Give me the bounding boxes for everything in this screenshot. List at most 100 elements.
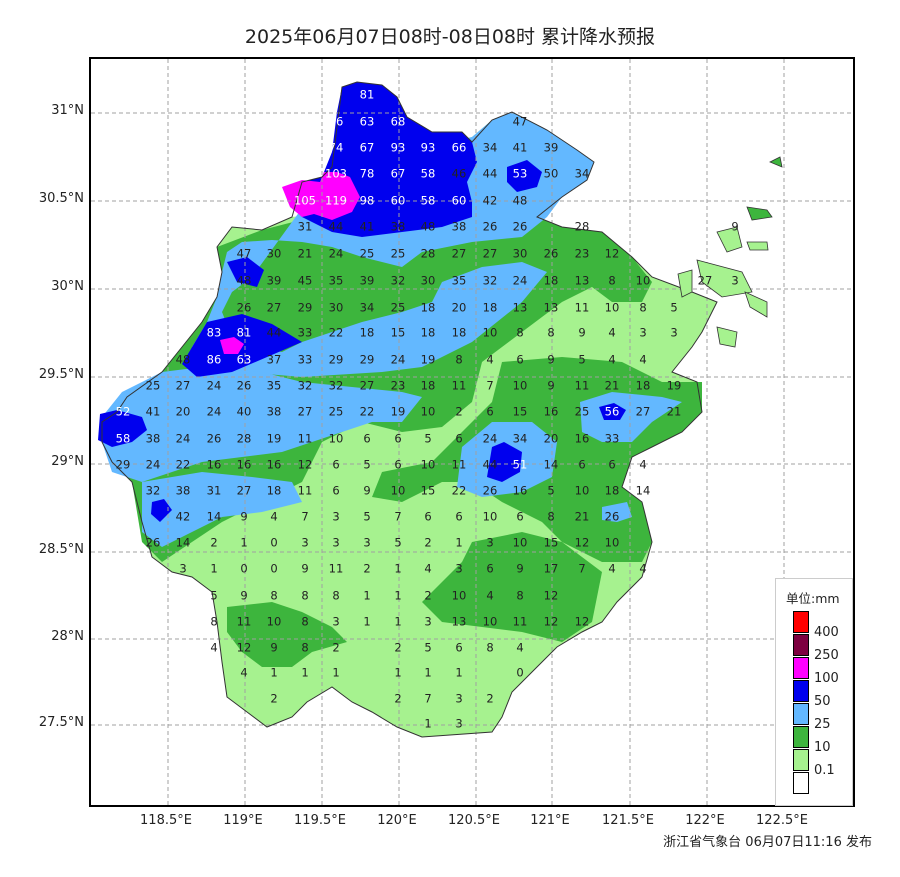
station-value: 22: [176, 458, 191, 472]
legend-swatch: [793, 611, 809, 633]
station-value: 21: [667, 405, 682, 419]
station-value: 16: [207, 458, 222, 472]
station-value: 21: [575, 510, 590, 524]
chart-title: 2025年06月07日08时-08日08时 累计降水预报: [244, 26, 656, 48]
station-value: 27: [698, 274, 713, 288]
station-value: 15: [391, 326, 406, 340]
station-value: 37: [267, 353, 282, 367]
station-value: 38: [267, 405, 282, 419]
station-value: 8: [547, 510, 554, 524]
station-value: 67: [391, 167, 406, 181]
station-value: 9: [270, 641, 277, 655]
station-value: 30: [421, 274, 436, 288]
station-value: 35: [329, 274, 344, 288]
station-value: 8: [455, 353, 462, 367]
station-value: 0: [270, 536, 277, 550]
station-value: 9: [731, 220, 738, 234]
station-value: 27: [636, 405, 651, 419]
station-value: 27: [298, 405, 313, 419]
map-frame: 81 56 63 68 47 74 67 93 93 66 34 41 39 103 78 67 58 46 44 5…: [89, 57, 855, 807]
station-value: 51: [513, 458, 528, 472]
station-value: 24: [329, 247, 344, 261]
station-value: 1: [270, 666, 277, 680]
station-value: 38: [146, 432, 161, 446]
station-value: 3: [301, 536, 308, 550]
station-value: 31: [298, 220, 313, 234]
station-value: 19: [667, 379, 682, 393]
station-value: 24: [207, 405, 222, 419]
station-value: 19: [421, 353, 436, 367]
station-value: 3: [332, 536, 339, 550]
station-value: 2: [270, 692, 277, 706]
station-value: 1: [424, 666, 431, 680]
station-value: 93: [391, 141, 406, 155]
station-value: 60: [452, 194, 467, 208]
station-value: 10: [513, 536, 528, 550]
station-value: 78: [360, 167, 375, 181]
station-value: 3: [363, 536, 370, 550]
station-value: 81: [360, 88, 375, 102]
station-value: 11: [298, 432, 313, 446]
legend-title: 单位:mm: [786, 591, 840, 606]
y-axis-label: 27.5°N: [38, 715, 84, 730]
station-value: 27: [483, 247, 498, 261]
station-value: 10: [605, 536, 620, 550]
station-value: 6: [424, 510, 431, 524]
station-value: 21: [298, 247, 313, 261]
station-value: 68: [391, 115, 406, 129]
station-value: 93: [421, 141, 436, 155]
station-value: 18: [544, 274, 559, 288]
station-value: 8: [608, 274, 615, 288]
issuer-footnote: 浙江省气象台 06月07日11:16 发布: [663, 835, 872, 850]
station-value: 23: [391, 379, 406, 393]
x-axis-label: 121°E: [530, 813, 570, 828]
station-value: 16: [267, 458, 282, 472]
station-value: 44: [267, 326, 282, 340]
station-value: 6: [455, 510, 462, 524]
y-axis-label: 30.5°N: [38, 191, 84, 206]
station-value: 12: [575, 615, 590, 629]
station-value: 16: [513, 484, 528, 498]
station-value: 0: [240, 562, 247, 576]
station-value: 39: [360, 274, 375, 288]
station-value: 32: [483, 274, 498, 288]
station-value: 33: [298, 353, 313, 367]
station-value: 8: [270, 589, 277, 603]
station-value: 8: [547, 326, 554, 340]
station-value: 1: [332, 666, 339, 680]
station-value: 22: [360, 405, 375, 419]
station-value: 5: [394, 536, 401, 550]
station-value: 63: [360, 115, 375, 129]
zone-10mm-mid: [422, 532, 602, 642]
station-value: 7: [301, 510, 308, 524]
station-value: 11: [452, 458, 467, 472]
y-axis-label: 28°N: [51, 629, 84, 644]
station-value: 4: [240, 666, 247, 680]
station-value: 52: [116, 405, 131, 419]
x-axis-label: 120.5°E: [448, 813, 500, 828]
x-axis-label: 122.5°E: [756, 813, 808, 828]
station-value: 18: [605, 484, 620, 498]
x-axis-label: 118.5°E: [140, 813, 192, 828]
station-value: 9: [301, 562, 308, 576]
station-value: 1: [210, 562, 217, 576]
station-value: 58: [421, 167, 436, 181]
station-value: 14: [636, 484, 651, 498]
station-value: 29: [360, 353, 375, 367]
station-value: 47: [513, 115, 528, 129]
station-value: 27: [452, 247, 467, 261]
station-value: 4: [270, 510, 277, 524]
station-value: 9: [363, 484, 370, 498]
station-value: 10: [483, 510, 498, 524]
station-value: 2: [394, 641, 401, 655]
station-value: 39: [544, 141, 559, 155]
station-value: 18: [360, 326, 375, 340]
station-value: 63: [237, 353, 252, 367]
legend-label: 10: [814, 740, 831, 755]
station-value: 4: [639, 353, 646, 367]
station-value: 19: [267, 432, 282, 446]
station-value: 2: [363, 562, 370, 576]
station-value: 98: [360, 194, 375, 208]
station-value: 13: [575, 274, 590, 288]
